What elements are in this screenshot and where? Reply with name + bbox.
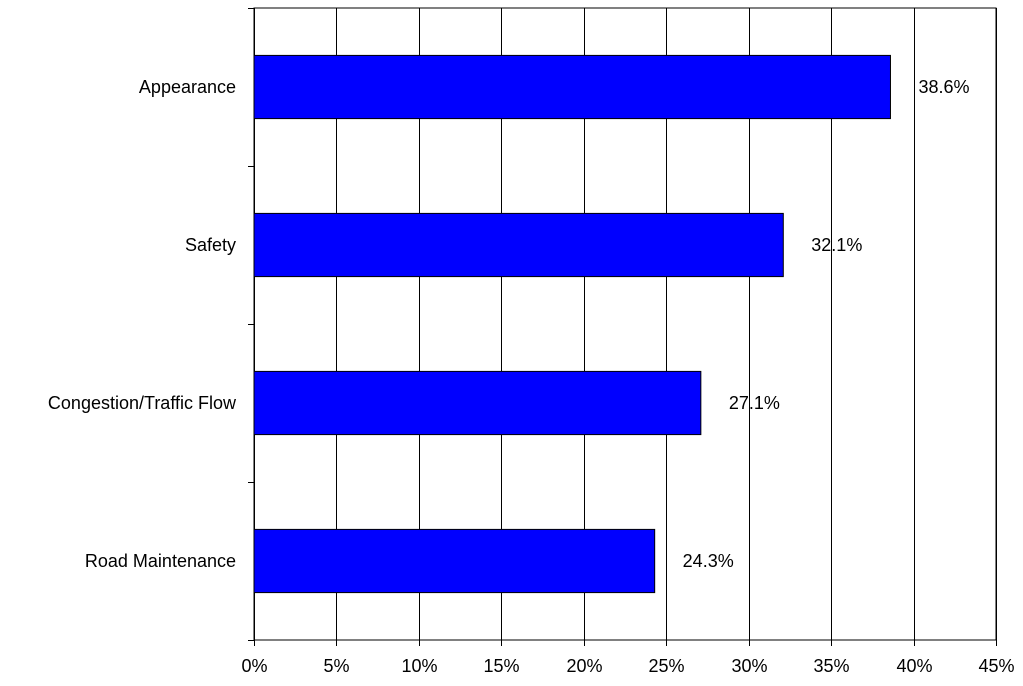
- x-tick-label: 30%: [731, 656, 767, 676]
- bars: [253, 54, 891, 594]
- labels: 0% 5% 10% 15% 20% 25% 30% 35% 40% 45% Appearance 38…: [48, 77, 1015, 676]
- x-tick-label: 45%: [978, 656, 1014, 676]
- data-label: 38.6%: [918, 77, 969, 97]
- x-tick-label: 5%: [323, 656, 349, 676]
- bar: [253, 54, 891, 120]
- axis-ticks: [248, 8, 997, 646]
- category-label: Safety: [185, 235, 236, 255]
- x-tick-label: 35%: [813, 656, 849, 676]
- data-label: 27.1%: [729, 393, 780, 413]
- x-tick-label: 25%: [648, 656, 684, 676]
- x-tick-label: 15%: [483, 656, 519, 676]
- data-label: 32.1%: [811, 235, 862, 255]
- x-tick-label: 0%: [241, 656, 267, 676]
- data-label: 24.3%: [683, 551, 734, 571]
- bar: [253, 370, 702, 436]
- category-label: Road Maintenance: [85, 551, 236, 571]
- bar: [253, 212, 784, 278]
- x-tick-label: 10%: [401, 656, 437, 676]
- x-tick-label: 20%: [566, 656, 602, 676]
- bar: [253, 528, 656, 594]
- category-label: Appearance: [139, 77, 236, 97]
- category-label: Congestion/Traffic Flow: [48, 393, 237, 413]
- x-tick-label: 40%: [896, 656, 932, 676]
